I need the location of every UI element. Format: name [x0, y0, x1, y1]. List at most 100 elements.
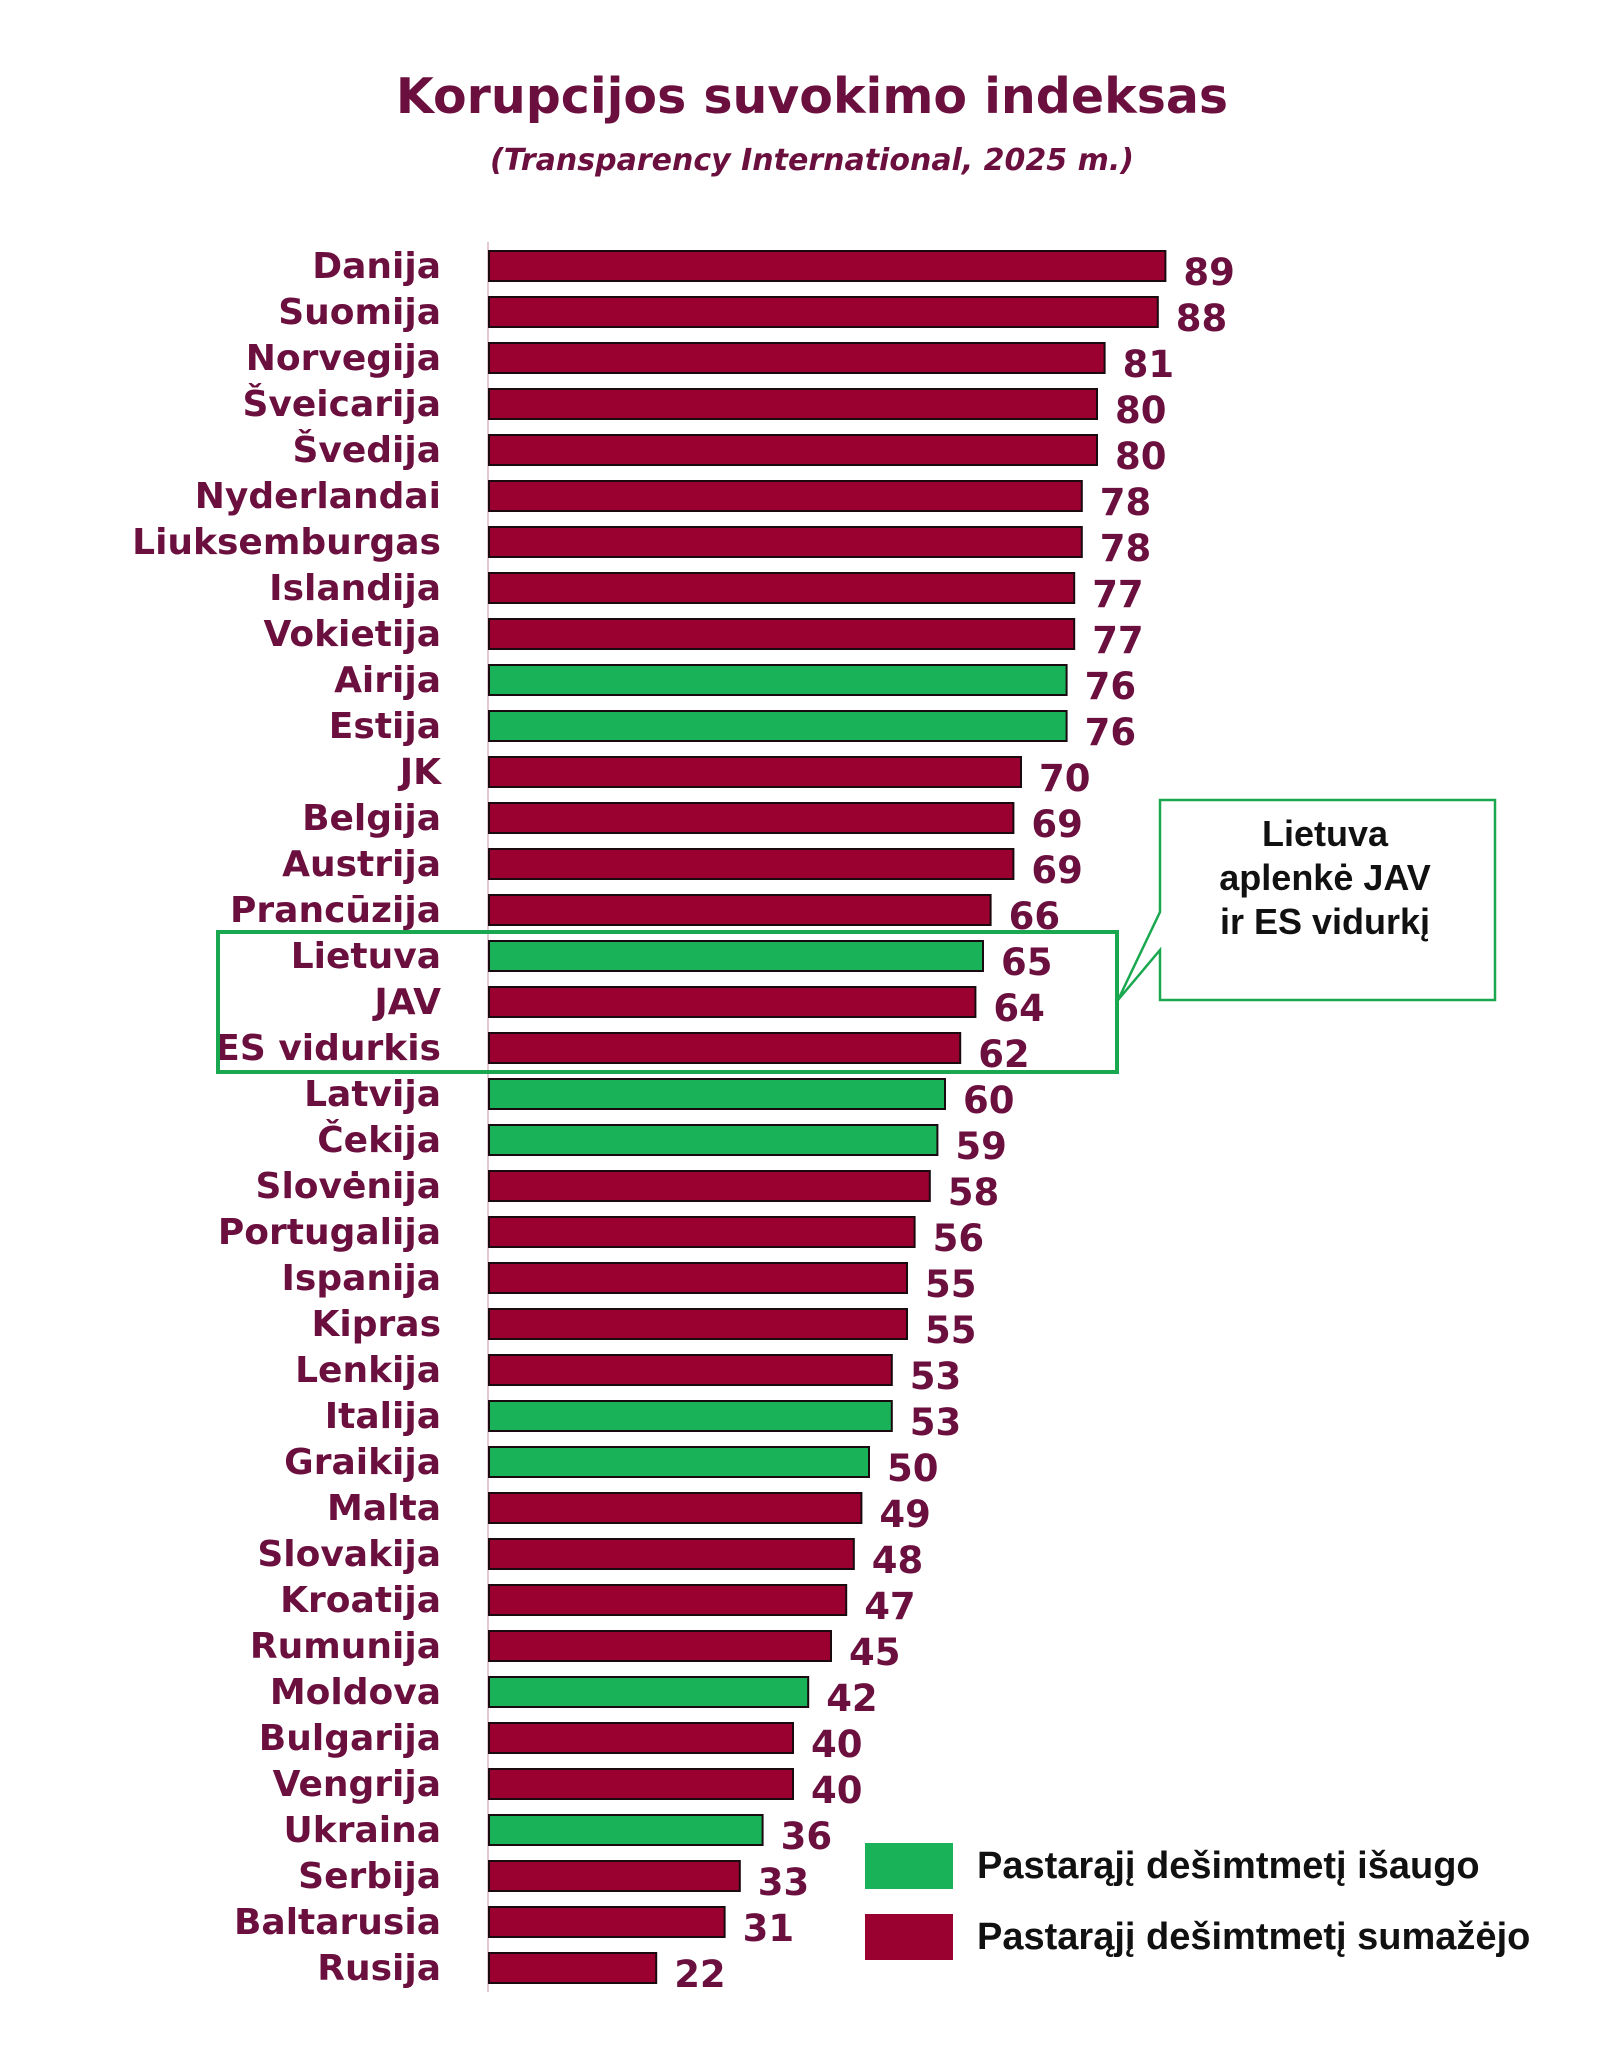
category-label-lenkija: Lenkija [295, 1350, 441, 1391]
category-label-slovėnija: Slovėnija [256, 1166, 441, 1207]
category-label-italija: Italija [325, 1396, 441, 1437]
category-label-šveicarija: Šveicarija [242, 383, 441, 425]
category-label-malta: Malta [327, 1488, 441, 1529]
legend-label-decreased: Pastarąjį dešimtmetį sumažėjo [977, 1915, 1531, 1958]
category-label-lietuva: Lietuva [291, 936, 441, 977]
bar-švedija [488, 434, 1098, 466]
category-label-vengrija: Vengrija [273, 1764, 441, 1805]
bar-austrija [488, 848, 1015, 880]
bar-airija [488, 664, 1068, 696]
bar-čekija [488, 1124, 939, 1156]
value-label-moldova: 42 [826, 1677, 878, 1720]
bar-norvegija [488, 342, 1106, 374]
category-label-es-vidurkis: ES vidurkis [215, 1028, 441, 1069]
category-label-bulgarija: Bulgarija [259, 1718, 441, 1759]
value-label-ukraina: 36 [781, 1815, 833, 1858]
legend-label-increased: Pastarąjį dešimtmetį išaugo [977, 1844, 1480, 1887]
category-label-belgija: Belgija [302, 798, 441, 839]
callout-line-3: ir ES vidurkį [1219, 901, 1431, 942]
bar-ukraina [488, 1814, 764, 1846]
value-label-kipras: 55 [925, 1309, 977, 1352]
bar-lenkija [488, 1354, 893, 1386]
bar-vengrija [488, 1768, 794, 1800]
value-label-slovėnija: 58 [948, 1171, 1000, 1214]
bar-kipras [488, 1308, 908, 1340]
category-label-švedija: Švedija [292, 429, 441, 471]
category-label-nyderlandai: Nyderlandai [195, 476, 441, 517]
value-label-airija: 76 [1085, 665, 1137, 708]
bar-latvija [488, 1078, 946, 1110]
category-label-norvegija: Norvegija [246, 338, 441, 379]
bar-malta [488, 1492, 863, 1524]
category-label-moldova: Moldova [270, 1672, 441, 1713]
category-label-rumunija: Rumunija [250, 1626, 441, 1667]
bar-baltarusia [488, 1906, 726, 1938]
value-label-estija: 76 [1085, 711, 1137, 754]
bar-moldova [488, 1676, 810, 1708]
callout-box [1116, 798, 1497, 1002]
value-label-latvija: 60 [963, 1079, 1015, 1122]
value-label-portugalija: 56 [933, 1217, 985, 1260]
bar-estija [488, 710, 1068, 742]
category-label-jk: JK [397, 752, 442, 793]
value-label-švedija: 80 [1115, 435, 1167, 478]
category-label-jav: JAV [371, 982, 441, 1023]
category-label-ukraina: Ukraina [284, 1810, 441, 1851]
category-label-latvija: Latvija [304, 1074, 441, 1115]
value-label-malta: 49 [879, 1493, 931, 1536]
legend-item-decreased: Pastarąjį dešimtmetį sumažėjo [865, 1913, 1530, 1961]
value-label-šveicarija: 80 [1115, 389, 1167, 432]
value-label-italija: 53 [910, 1401, 962, 1444]
value-label-lenkija: 53 [910, 1355, 962, 1398]
bar-jk [488, 756, 1022, 788]
bar-bulgarija [488, 1722, 794, 1754]
value-label-čekija: 59 [955, 1125, 1007, 1168]
highlight-box [216, 930, 1119, 1074]
bar-graikija [488, 1446, 870, 1478]
bar-liuksemburgas [488, 526, 1083, 558]
category-label-austrija: Austrija [282, 844, 441, 885]
value-label-es-vidurkis: 62 [978, 1033, 1029, 1076]
value-label-bulgarija: 40 [811, 1723, 863, 1766]
value-label-rumunija: 45 [849, 1631, 901, 1674]
bar-rumunija [488, 1630, 832, 1662]
value-label-austrija: 69 [1031, 849, 1083, 892]
value-label-serbija: 33 [758, 1861, 810, 1904]
category-label-kipras: Kipras [312, 1304, 441, 1345]
category-label-danija: Danija [312, 246, 441, 287]
bar-belgija [488, 802, 1015, 834]
bar-šveicarija [488, 388, 1098, 420]
category-label-čekija: Čekija [317, 1119, 441, 1161]
bar-kroatija [488, 1584, 848, 1616]
bar-italija [488, 1400, 893, 1432]
category-label-serbija: Serbija [298, 1856, 441, 1897]
bar-lietuva [488, 940, 984, 972]
chart-title: Korupcijos suvokimo indeksas [395, 68, 1229, 125]
category-label-islandija: Islandija [269, 568, 441, 609]
value-label-belgija: 69 [1031, 803, 1083, 846]
chart-subtitle: (Transparency International, 2025 m.) [489, 143, 1134, 178]
category-label-estija: Estija [329, 706, 441, 747]
legend-item-increased: Pastarąjį dešimtmetį išaugo [865, 1842, 1480, 1890]
category-label-baltarusia: Baltarusia [234, 1902, 441, 1943]
value-label-slovakija: 48 [872, 1539, 924, 1582]
category-label-slovakija: Slovakija [257, 1534, 441, 1575]
bar-es-vidurkis [488, 1032, 962, 1064]
bar-nyderlandai [488, 480, 1083, 512]
callout-text: Lietuva aplenkė JAV ir ES vidurkį [1160, 812, 1490, 944]
category-label-portugalija: Portugalija [218, 1212, 441, 1253]
bar-portugalija [488, 1216, 916, 1248]
value-label-islandija: 77 [1092, 573, 1144, 616]
bar-danija [488, 250, 1167, 282]
value-label-ispanija: 55 [925, 1263, 977, 1306]
bar-vokietija [488, 618, 1076, 650]
bar-jav [488, 986, 977, 1018]
bar-suomija [488, 296, 1159, 328]
bar-serbija [488, 1860, 741, 1892]
value-label-graikija: 50 [887, 1447, 939, 1490]
bar-prancūzija [488, 894, 992, 926]
value-label-danija: 89 [1183, 251, 1235, 294]
value-label-rusija: 22 [674, 1953, 726, 1996]
value-label-liuksemburgas: 78 [1100, 527, 1152, 570]
